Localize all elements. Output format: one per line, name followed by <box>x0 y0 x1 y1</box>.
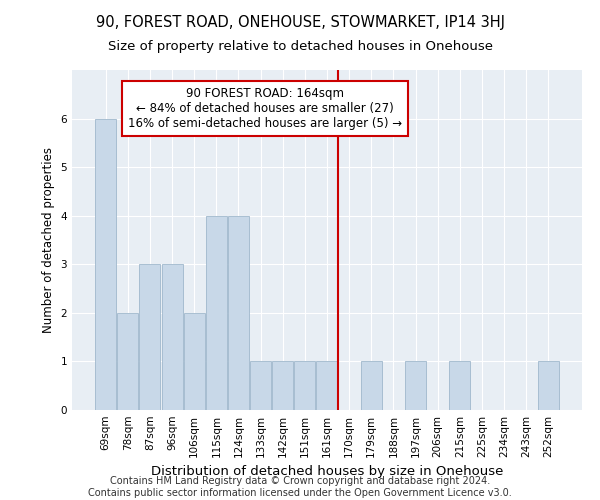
Bar <box>184 313 205 410</box>
Bar <box>118 313 139 410</box>
Text: Size of property relative to detached houses in Onehouse: Size of property relative to detached ho… <box>107 40 493 53</box>
Bar <box>405 362 426 410</box>
Bar <box>361 362 382 410</box>
Bar <box>161 264 182 410</box>
Text: 90 FOREST ROAD: 164sqm
← 84% of detached houses are smaller (27)
16% of semi-det: 90 FOREST ROAD: 164sqm ← 84% of detached… <box>128 87 402 130</box>
Bar <box>228 216 249 410</box>
Bar <box>316 362 338 410</box>
Text: 90, FOREST ROAD, ONEHOUSE, STOWMARKET, IP14 3HJ: 90, FOREST ROAD, ONEHOUSE, STOWMARKET, I… <box>95 15 505 30</box>
Bar <box>449 362 470 410</box>
Bar <box>250 362 271 410</box>
Bar <box>206 216 227 410</box>
Text: Contains HM Land Registry data © Crown copyright and database right 2024.
Contai: Contains HM Land Registry data © Crown c… <box>88 476 512 498</box>
Y-axis label: Number of detached properties: Number of detached properties <box>42 147 55 333</box>
Bar <box>139 264 160 410</box>
Bar <box>538 362 559 410</box>
X-axis label: Distribution of detached houses by size in Onehouse: Distribution of detached houses by size … <box>151 466 503 478</box>
Bar <box>272 362 293 410</box>
Bar <box>295 362 316 410</box>
Bar <box>95 118 116 410</box>
